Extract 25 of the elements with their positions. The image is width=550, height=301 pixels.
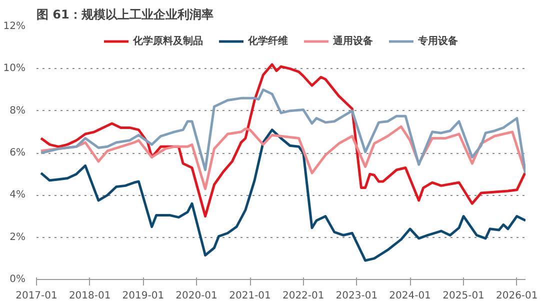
y-tick-label: 0%	[10, 274, 26, 285]
x-tick-label: 2019-01	[122, 290, 164, 301]
y-tick-label: 2%	[10, 232, 26, 243]
legend-label: 专用设备	[418, 34, 458, 48]
line-series	[40, 88, 526, 174]
legend-label: 化学原料及制品	[133, 34, 203, 48]
x-tick-label: 2017-01	[16, 290, 58, 301]
x-tick-label: 2022-01	[282, 290, 324, 301]
chart-title: 图 61：规模以上工业企业利润率	[36, 8, 214, 22]
x-tick-label: 2021-01	[229, 290, 271, 301]
line-series	[40, 128, 526, 262]
legend-label: 通用设备	[333, 34, 373, 48]
y-tick-label: 4%	[10, 190, 26, 201]
y-tick-label: 6%	[10, 148, 26, 158]
x-tick-label: 2026-01	[496, 290, 538, 301]
y-tick-label: 12%	[3, 21, 26, 32]
x-tick-label: 2023-01	[336, 290, 378, 301]
y-tick-label: 10%	[3, 63, 26, 74]
x-tick-label: 2018-01	[68, 290, 111, 301]
x-tick-label: 2025-01	[442, 290, 484, 301]
legend-label: 化学纤维	[248, 34, 288, 48]
line-series	[40, 63, 526, 218]
x-tick-label: 2020-01	[176, 290, 218, 301]
x-tick-label: 2024-01	[389, 290, 431, 301]
y-tick-label: 8%	[10, 105, 26, 116]
